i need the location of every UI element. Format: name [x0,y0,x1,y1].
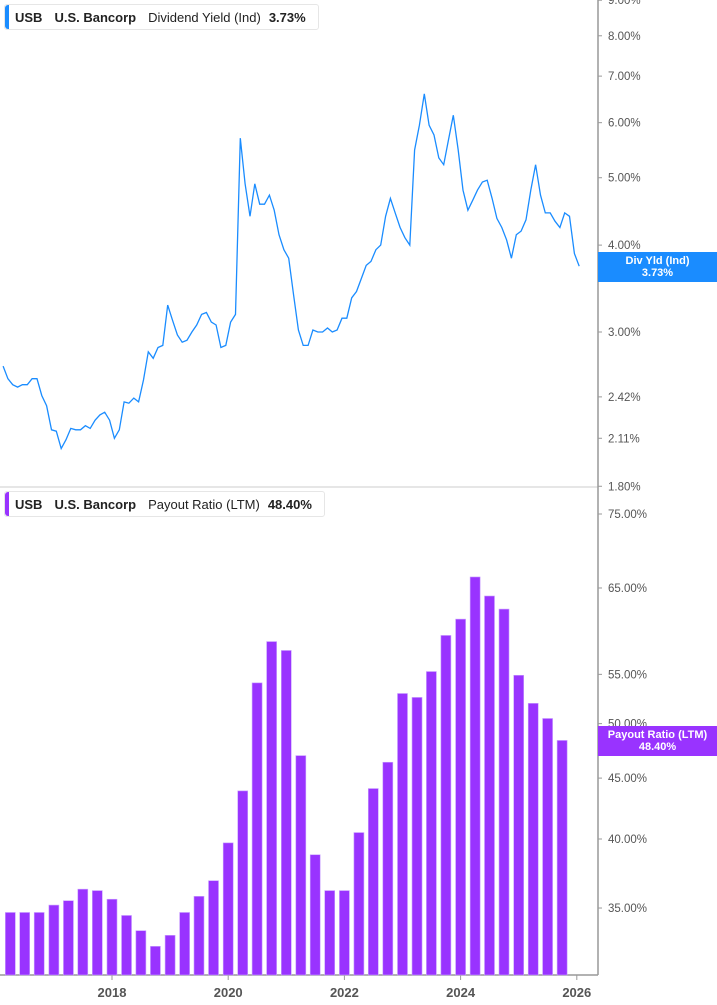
y-tick-label: 6.00% [608,118,641,130]
payout-ratio-bar [426,671,437,976]
y-tick-label: 5.00% [608,173,641,185]
payout-ratio-bar [5,912,16,976]
tag-label: Div Yld (Ind) [625,255,690,267]
x-tick-label: 2022 [330,985,359,1000]
payout-ratio-bar [513,674,525,976]
payout-ratio-bar [222,842,234,976]
payout-ratio-bar [92,890,103,976]
y-tick-label: 45.00% [608,773,647,785]
tag-value: 3.73% [641,267,674,279]
legend-company: U.S. Bancorp [54,496,137,512]
payout-ratio-bar [411,697,423,976]
legend-ticker: USB [15,496,43,512]
y-tick-label: 2.42% [608,392,641,404]
payout-ratio-bar [324,890,336,976]
payout-ratio-bar [455,618,466,976]
x-tick-label: 2020 [214,985,243,1000]
legend-ticker: USB [15,9,43,25]
y-tick-label: 4.00% [608,240,641,252]
y-tick-label: 8.00% [608,31,641,43]
tag-value: 48.40% [638,741,677,753]
legend-metric: Payout Ratio (LTM) [148,496,260,512]
y-tick-label: 65.00% [608,583,647,595]
y-tick-label: 75.00% [608,509,647,521]
payout-ratio-bar [556,740,568,976]
tag-label: Payout Ratio (LTM) [607,729,708,741]
payout-ratio-bar [469,576,481,976]
x-tick-label: 2024 [446,985,476,1000]
payout-ratio-bar [367,788,379,976]
payout-ratio-bar [542,718,553,976]
payout-ratio-bar [397,693,408,976]
payout-ratio-bar [135,930,147,976]
payout-ratio-bar [179,912,190,976]
payout-ratio-bar [295,755,307,976]
payout-ratio-bar [339,890,350,976]
payout-ratio-bar [19,912,30,976]
payout-ratio-bar [440,635,452,976]
payout-ratio-bar [237,790,249,976]
payout-ratio-bar [48,904,60,976]
legend-color-swatch [5,492,9,516]
payout-ratio-price-tag: Payout Ratio (LTM) 48.40% [598,726,717,756]
payout-ratio-bar [309,854,321,976]
y-tick-label: 2.11% [608,433,640,445]
payout-ratio-bar [266,641,277,976]
payout-ratio-bar [484,595,495,976]
payout-ratio-bar [251,682,263,976]
payout-ratio-bar [208,880,219,976]
dividend-yield-price-tag: Div Yld (Ind) 3.73% [598,252,717,282]
payout-ratio-bar [382,761,394,976]
y-tick-label: 55.00% [608,669,647,681]
y-tick-label: 40.00% [608,834,647,846]
y-tick-label: 1.80% [608,481,641,493]
payout-ratio-bar [150,946,161,976]
legend-color-swatch [5,5,9,29]
payout-ratio-bar [106,898,118,976]
payout-ratio-bar [63,900,74,976]
dividend-yield-line [2,93,580,451]
legend-metric: Dividend Yield (Ind) [148,9,261,25]
legend-value: 3.73% [268,9,306,25]
payout-ratio-bar [193,896,205,976]
payout-ratio-bar [121,915,132,976]
y-tick-label: 3.00% [608,327,641,339]
top-legend: USB U.S. Bancorp Dividend Yield (Ind) 3.… [4,4,319,30]
y-tick-label: 7.00% [608,71,641,83]
payout-ratio-bar [280,650,292,976]
payout-ratio-bar [77,888,89,976]
bottom-legend: USB U.S. Bancorp Payout Ratio (LTM) 48.4… [4,491,325,517]
payout-ratio-bar [33,912,45,976]
y-tick-label: 35.00% [608,903,647,915]
legend-value: 48.40% [267,496,312,512]
payout-ratio-bar [164,935,176,976]
payout-ratio-bar [498,608,510,976]
payout-ratio-bar [353,832,365,976]
payout-ratio-bar [527,703,539,976]
x-tick-label: 2026 [562,985,591,1000]
legend-company: U.S. Bancorp [54,9,137,25]
x-tick-label: 2018 [98,985,127,1000]
y-tick-label: 9.00% [608,0,641,7]
